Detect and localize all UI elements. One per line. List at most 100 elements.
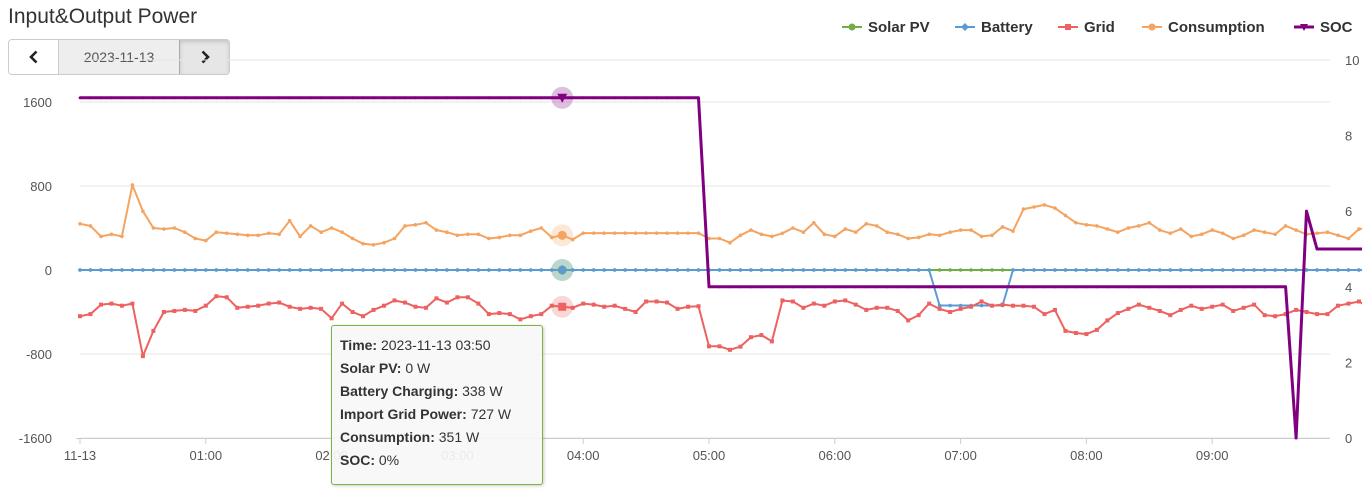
data-point-consumption bbox=[1199, 232, 1204, 237]
data-point-consumption bbox=[990, 233, 994, 238]
y-left-tick-label: 1600 bbox=[23, 95, 52, 110]
data-point-battery bbox=[885, 268, 890, 272]
data-point-battery bbox=[675, 268, 680, 272]
data-point-soc bbox=[1252, 285, 1256, 289]
data-point-consumption bbox=[141, 209, 145, 213]
data-point-battery bbox=[245, 268, 250, 272]
next-day-button[interactable] bbox=[179, 40, 229, 74]
data-point-battery bbox=[487, 268, 491, 272]
data-point-grid bbox=[423, 305, 428, 310]
data-point-consumption bbox=[1116, 230, 1120, 234]
data-point-consumption bbox=[1063, 213, 1068, 218]
hover-marker bbox=[557, 93, 568, 103]
data-point-grid bbox=[1084, 332, 1089, 337]
data-point-battery bbox=[1336, 268, 1340, 272]
data-point-soc bbox=[309, 96, 313, 100]
data-point-soc bbox=[1273, 285, 1277, 289]
data-point-consumption bbox=[770, 234, 774, 239]
data-point-consumption bbox=[812, 220, 816, 225]
data-point-soc bbox=[770, 285, 774, 289]
hover-markers bbox=[551, 86, 574, 318]
data-point-grid bbox=[822, 303, 827, 308]
data-point-consumption bbox=[728, 240, 732, 245]
data-point-soc bbox=[1326, 247, 1329, 251]
data-point-consumption bbox=[109, 232, 114, 237]
data-point-battery bbox=[151, 268, 156, 272]
data-tooltip: Time: 2023-11-13 03:50 Solar PV: 0 W Bat… bbox=[331, 325, 543, 485]
data-point-soc bbox=[403, 96, 407, 100]
data-point-consumption bbox=[130, 183, 135, 187]
date-field[interactable]: 2023-11-13 bbox=[58, 40, 179, 74]
data-point-consumption bbox=[979, 234, 984, 239]
data-point-grid bbox=[1011, 303, 1016, 308]
previous-day-button[interactable] bbox=[9, 40, 58, 74]
data-point-consumption bbox=[413, 223, 418, 227]
data-point-soc bbox=[980, 285, 983, 289]
data-point-consumption bbox=[466, 232, 470, 237]
data-point-grid bbox=[119, 303, 124, 308]
data-point-soc bbox=[246, 96, 250, 100]
data-point-battery bbox=[120, 268, 124, 272]
data-point-grid bbox=[88, 312, 93, 317]
data-point-grid bbox=[1252, 302, 1257, 307]
data-point-soc bbox=[476, 96, 480, 100]
data-point-soc bbox=[718, 285, 721, 289]
data-point-soc bbox=[151, 96, 155, 100]
data-point-soc bbox=[497, 96, 501, 100]
data-point-soc bbox=[801, 285, 805, 289]
data-point-soc bbox=[1231, 285, 1235, 289]
data-point-grid bbox=[1021, 303, 1026, 308]
data-point-soc bbox=[1053, 285, 1057, 289]
data-point-soc bbox=[760, 285, 763, 289]
data-point-grid bbox=[1315, 312, 1320, 317]
data-point-soc bbox=[728, 285, 732, 289]
data-point-soc bbox=[424, 96, 428, 100]
data-point-soc bbox=[435, 96, 438, 100]
data-point-battery bbox=[340, 268, 344, 272]
data-point-grid bbox=[1136, 302, 1141, 307]
data-point-consumption bbox=[1084, 223, 1089, 227]
data-point-battery bbox=[780, 268, 785, 272]
data-point-consumption bbox=[1231, 236, 1235, 241]
data-point-consumption bbox=[1262, 230, 1267, 234]
data-point-consumption bbox=[707, 236, 711, 241]
data-point-battery bbox=[266, 268, 271, 272]
chevron-left-icon bbox=[28, 50, 37, 64]
data-point-solar-pv bbox=[1000, 268, 1005, 272]
data-point-battery bbox=[1074, 268, 1078, 272]
data-point-soc bbox=[917, 285, 921, 289]
data-point-consumption bbox=[1241, 233, 1246, 238]
data-point-soc bbox=[340, 96, 344, 100]
y-right-tick-label: 0 bbox=[1345, 431, 1352, 446]
tooltip-battery-label: Battery Charging: bbox=[340, 383, 459, 399]
y-left-tick-label: 0 bbox=[45, 263, 52, 278]
data-point-grid bbox=[1304, 310, 1309, 314]
data-point-soc bbox=[969, 285, 973, 289]
data-point-soc bbox=[1357, 247, 1361, 251]
data-point-consumption bbox=[224, 231, 229, 236]
data-point-grid bbox=[591, 302, 596, 307]
data-point-soc bbox=[948, 285, 952, 289]
data-point-grid bbox=[969, 304, 974, 309]
data-point-grid bbox=[182, 307, 187, 312]
data-point-grid bbox=[172, 308, 177, 313]
data-point-consumption bbox=[497, 235, 502, 240]
data-point-consumption bbox=[602, 231, 606, 235]
data-point-soc bbox=[592, 96, 596, 100]
data-point-consumption bbox=[361, 241, 365, 246]
data-point-soc bbox=[529, 96, 533, 100]
data-point-battery bbox=[1220, 268, 1225, 272]
data-point-grid bbox=[1168, 313, 1173, 318]
data-point-soc bbox=[613, 96, 617, 100]
data-point-battery bbox=[864, 268, 869, 272]
data-point-battery bbox=[172, 268, 177, 272]
data-point-grid bbox=[224, 295, 229, 300]
tooltip-consumption-value: 351 W bbox=[438, 429, 480, 445]
series-line-solar-pv bbox=[80, 269, 1362, 271]
data-point-grid bbox=[1042, 312, 1047, 317]
data-point-consumption bbox=[403, 224, 407, 228]
data-point-battery bbox=[728, 268, 732, 272]
data-point-battery bbox=[612, 268, 617, 272]
data-point-grid bbox=[151, 328, 156, 333]
y-left-tick-label: 800 bbox=[30, 179, 52, 194]
